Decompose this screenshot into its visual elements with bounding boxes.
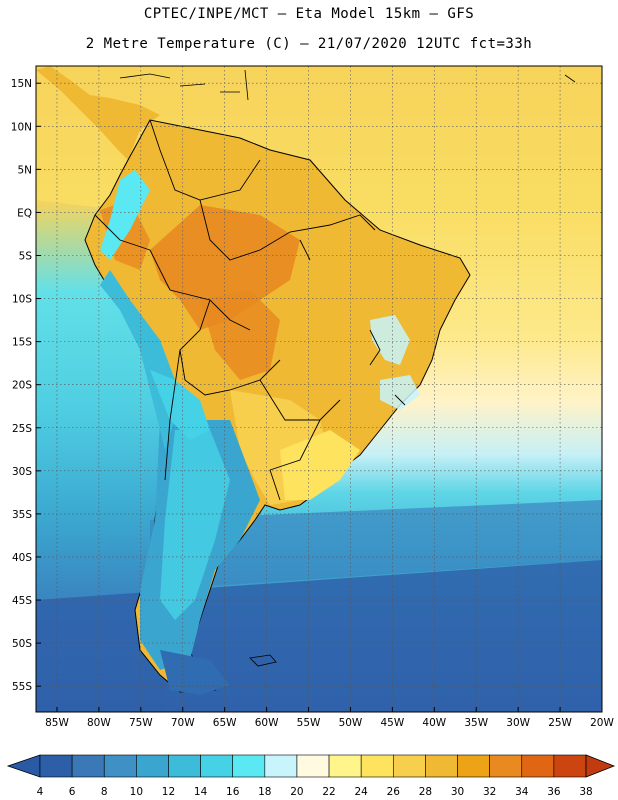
latitude-labels: 15N 10N 5N EQ 5S 10S 15S 20S 25S 30S 35S 40S 45S 50S 5… <box>11 78 41 693</box>
colorbar-label: 20 <box>290 786 303 798</box>
lat-label: 10S <box>12 294 32 306</box>
lat-label: 5S <box>19 250 33 262</box>
colorbar-label: 18 <box>258 786 271 798</box>
map-subtitle: 2 Metre Temperature (C) – 21/07/2020 12U… <box>85 36 533 52</box>
colorbar-label: 16 <box>226 786 240 798</box>
map-field <box>36 66 602 712</box>
country-borders <box>94 119 406 501</box>
colorbar-swatch <box>71 754 105 778</box>
colorbar-label: 32 <box>483 786 496 798</box>
colorbar-swatch <box>521 754 555 778</box>
lat-label: 15S <box>12 337 32 349</box>
lon-label: 85W <box>45 717 69 729</box>
lon-label: 65W <box>213 717 237 729</box>
lat-label: 20S <box>12 380 32 392</box>
colorbar-swatch <box>168 754 201 778</box>
colorbar-label: 34 <box>515 786 529 798</box>
colorbar-label: 10 <box>130 786 143 798</box>
colorbar-swatch <box>392 754 426 778</box>
colorbar-right-arrow <box>585 754 616 778</box>
lon-label: 30W <box>506 717 530 729</box>
colorbar-swatch <box>39 754 73 778</box>
colorbar-swatch <box>200 754 234 778</box>
colorbar-label: 38 <box>579 786 592 798</box>
lat-label: 55S <box>12 681 32 693</box>
colorbar-left-arrow <box>6 754 41 778</box>
lat-label: 15N <box>11 78 32 90</box>
lon-label: 35W <box>464 717 488 729</box>
map-frame <box>35 65 603 713</box>
lat-label: 40S <box>12 552 32 564</box>
colorbar-swatch <box>360 754 394 778</box>
lat-label: EQ <box>17 207 32 219</box>
colorbar-label: 30 <box>451 786 464 798</box>
colorbar <box>6 754 616 778</box>
colorbar-label: 12 <box>162 786 175 798</box>
colorbar-swatch <box>425 754 458 778</box>
colorbar-label: 36 <box>547 786 561 798</box>
lat-label: 50S <box>12 638 32 650</box>
colorbar-label: 4 <box>37 786 44 798</box>
lon-label: 70W <box>171 717 195 729</box>
colorbar-label: 26 <box>387 786 401 798</box>
colorbar-swatch <box>553 754 587 778</box>
lon-label: 20W <box>590 717 614 729</box>
lon-label: 25W <box>548 717 572 729</box>
falkland-islands <box>249 654 277 667</box>
lat-label: 35S <box>12 509 32 521</box>
colorbar-swatch <box>328 754 362 778</box>
lat-label: 45S <box>12 595 32 607</box>
map-title: CPTEC/INPE/MCT – Eta Model 15km – GFS <box>143 6 475 22</box>
lon-label: 45W <box>380 717 404 729</box>
colorbar-swatch <box>457 754 490 778</box>
lat-label: 30S <box>12 466 32 478</box>
colorbar-swatch <box>103 754 137 778</box>
colorbar-swatch <box>296 754 330 778</box>
lon-label: 80W <box>87 717 111 729</box>
colorbar-label: 14 <box>194 786 208 798</box>
lat-label: 5N <box>17 164 32 176</box>
lat-label: 10N <box>11 121 32 133</box>
colorbar-swatch <box>264 754 298 778</box>
longitude-labels: 85W 80W 75W 70W 65W 60W 55W 50W 45W 40W 35W 30W 25W 2… <box>45 707 614 729</box>
caribbean-islands <box>119 69 576 101</box>
colorbar-labels: 4 6 8 10 12 14 16 18 20 22 24 26 28 30 32 34 36 38 <box>37 786 593 798</box>
colorbar-label: 22 <box>322 786 335 798</box>
colorbar-label: 6 <box>69 786 76 798</box>
colorbar-label: 8 <box>101 786 108 798</box>
lon-label: 55W <box>297 717 321 729</box>
colorbar-swatch <box>136 754 169 778</box>
lon-label: 50W <box>339 717 363 729</box>
colorbar-swatch <box>489 754 523 778</box>
colorbar-swatch <box>232 754 266 778</box>
lon-label: 60W <box>255 717 279 729</box>
colorbar-label: 24 <box>354 786 368 798</box>
colorbar-label: 28 <box>419 786 432 798</box>
lon-label: 40W <box>422 717 446 729</box>
lon-label: 75W <box>129 717 153 729</box>
lat-label: 25S <box>12 423 32 435</box>
